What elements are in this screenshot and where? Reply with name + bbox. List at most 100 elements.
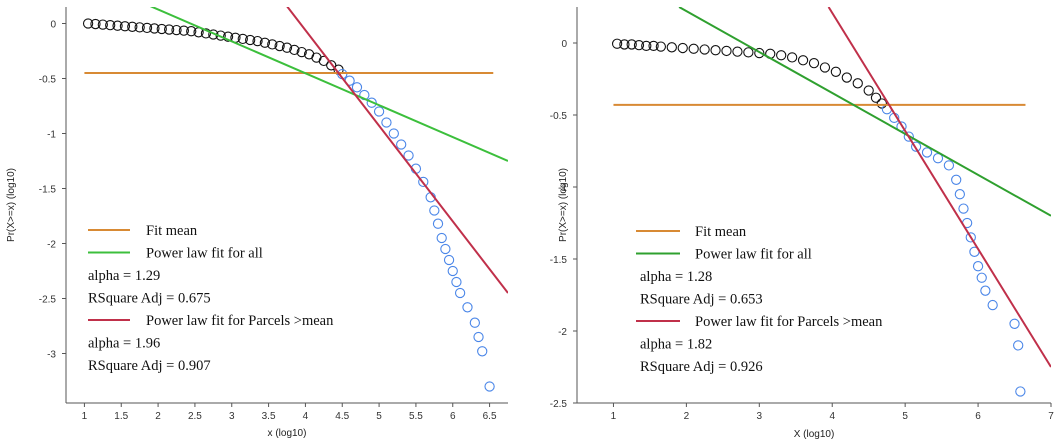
data-point-series-1 xyxy=(274,40,285,52)
data-point-series-1 xyxy=(186,26,197,37)
data-point-series-1 xyxy=(611,38,623,49)
data-point-series-2 xyxy=(477,346,488,357)
data-points xyxy=(82,18,495,392)
data-point-series-1 xyxy=(641,40,652,52)
data-point-series-2 xyxy=(351,82,363,93)
data-point-series-1 xyxy=(619,39,630,50)
data-point-series-1 xyxy=(149,23,160,34)
data-point-series-1 xyxy=(633,40,645,51)
data-point-series-1 xyxy=(90,18,101,30)
x-axis-label: x (log10) xyxy=(268,428,307,439)
x-tick-label: 3 xyxy=(757,411,763,422)
data-point-series-1 xyxy=(97,19,108,30)
data-point-series-2 xyxy=(976,272,987,283)
data-point-series-1 xyxy=(666,42,677,53)
y-tick-label: -1 xyxy=(558,183,567,194)
data-point-series-1 xyxy=(119,21,131,32)
y-tick-label: 0 xyxy=(561,39,567,50)
data-point-series-2 xyxy=(403,150,414,161)
fit-line-2 xyxy=(149,7,508,162)
legend-stat: RSquare Adj = 0.907 xyxy=(88,358,211,374)
data-point-series-2 xyxy=(910,141,922,152)
data-point-series-1 xyxy=(259,37,271,48)
data-point-series-2 xyxy=(1009,318,1020,329)
x-tick-label: 1.5 xyxy=(114,411,128,422)
data-point-series-1 xyxy=(134,22,145,33)
fit-line-3 xyxy=(827,7,1051,368)
data-point-series-1 xyxy=(841,72,852,83)
fit-line-2 xyxy=(678,7,1051,217)
y-tick-label: 0 xyxy=(50,20,56,31)
data-point-series-1 xyxy=(648,40,659,52)
data-point-series-2 xyxy=(932,153,944,164)
data-point-series-1 xyxy=(127,21,138,32)
data-point-series-1 xyxy=(326,60,337,71)
legend-label: Power law fit for Parcels >mean xyxy=(695,314,883,330)
legend-stat: alpha = 1.82 xyxy=(640,337,712,353)
data-point-series-2 xyxy=(951,174,962,185)
data-point-series-1 xyxy=(699,44,710,55)
data-point-series-1 xyxy=(163,24,175,35)
data-point-series-1 xyxy=(870,92,882,103)
legend-label: Fit mean xyxy=(146,223,198,239)
x-tick-label: 5 xyxy=(376,411,382,422)
x-tick-label: 7 xyxy=(1048,411,1054,422)
data-point-series-2 xyxy=(440,243,451,255)
x-tick-label: 5 xyxy=(902,411,908,422)
x-tick-label: 6 xyxy=(975,411,981,422)
data-point-series-2 xyxy=(972,261,984,272)
data-point-series-2 xyxy=(373,106,385,117)
y-axis-label: Pr(X>=x) (log10) xyxy=(6,168,17,242)
x-tick-label: 1 xyxy=(82,411,88,422)
data-point-series-2 xyxy=(436,232,447,244)
data-point-series-1 xyxy=(281,42,293,53)
data-point-series-1 xyxy=(797,55,809,66)
data-point-series-1 xyxy=(655,41,667,52)
data-point-series-2 xyxy=(987,299,998,311)
data-point-series-1 xyxy=(141,22,153,34)
data-point-series-1 xyxy=(252,35,263,47)
data-point-series-1 xyxy=(808,58,820,69)
legend-stat: RSquare Adj = 0.926 xyxy=(640,359,763,375)
legend-label: Power law fit for all xyxy=(695,247,812,263)
x-tick-label: 3.5 xyxy=(262,411,276,422)
data-point-series-2 xyxy=(396,139,407,150)
y-tick-label: -2.5 xyxy=(39,295,57,306)
data-point-series-2 xyxy=(965,232,976,243)
fit-line-3 xyxy=(286,7,508,294)
data-point-series-2 xyxy=(388,128,399,139)
data-point-series-2 xyxy=(454,287,466,299)
x-tick-label: 2.5 xyxy=(188,411,202,422)
x-tick-label: 3 xyxy=(229,411,235,422)
data-point-series-2 xyxy=(366,97,377,108)
data-point-series-1 xyxy=(105,19,116,31)
data-point-series-2 xyxy=(447,265,458,277)
x-tick-label: 6.5 xyxy=(483,411,497,422)
x-tick-label: 5.5 xyxy=(409,411,423,422)
y-tick-label: -1.5 xyxy=(550,255,568,266)
data-point-series-1 xyxy=(852,78,863,89)
data-point-series-2 xyxy=(432,218,444,229)
data-point-series-1 xyxy=(82,18,94,29)
legend-stat: RSquare Adj = 0.675 xyxy=(88,291,211,307)
y-tick-label: -1 xyxy=(47,130,56,141)
data-point-series-1 xyxy=(296,46,307,58)
data-point-series-2 xyxy=(980,285,991,296)
data-point-series-1 xyxy=(289,44,300,56)
x-tick-label: 6 xyxy=(450,411,456,422)
data-point-series-1 xyxy=(178,25,190,36)
data-point-series-1 xyxy=(776,50,787,61)
data-point-series-1 xyxy=(626,39,637,50)
data-point-series-2 xyxy=(954,189,965,200)
data-point-series-1 xyxy=(688,43,699,54)
data-point-series-2 xyxy=(451,276,462,288)
data-point-series-1 xyxy=(710,45,721,56)
legend-stat: RSquare Adj = 0.653 xyxy=(640,292,763,308)
legend: Fit mean Power law fit for all alpha = 1.2… xyxy=(636,224,883,375)
data-point-series-2 xyxy=(921,147,933,158)
legend-label: Power law fit for Parcels >mean xyxy=(146,313,334,329)
y-tick-label: -3 xyxy=(47,350,56,361)
x-tick-label: 4.5 xyxy=(335,411,349,422)
legend-stat: alpha = 1.28 xyxy=(640,269,712,285)
data-point-series-2 xyxy=(484,381,495,392)
